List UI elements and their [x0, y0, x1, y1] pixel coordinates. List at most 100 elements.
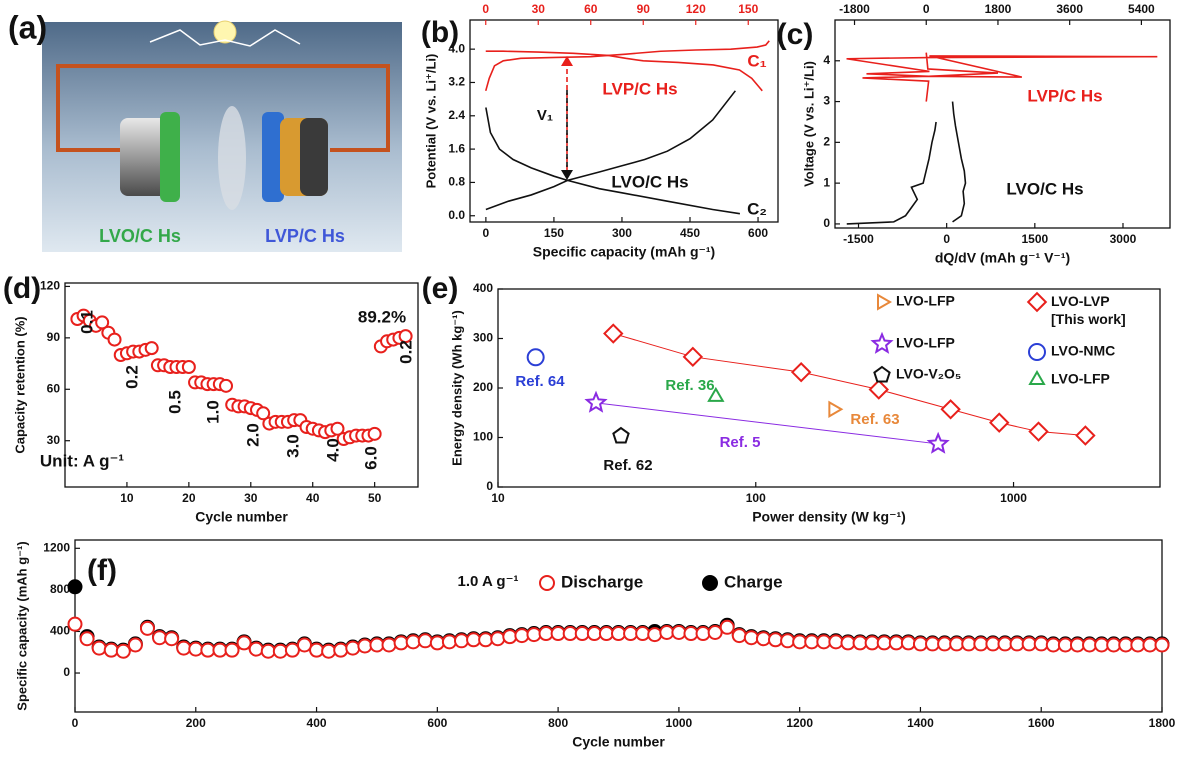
marker — [986, 637, 999, 650]
marker — [866, 636, 879, 649]
marker — [153, 631, 166, 644]
x-tick-label: 20 — [182, 491, 196, 505]
lvp-cap — [300, 118, 328, 196]
annotation: 1.0 A g⁻¹ — [458, 573, 519, 590]
x-tick-label: 30 — [244, 491, 258, 505]
x-tick-label: 1500 — [1021, 232, 1048, 246]
y-tick-label: 90 — [47, 330, 61, 344]
panel-label: (c) — [777, 18, 814, 51]
annotation: 3.0 — [283, 434, 302, 458]
marker — [165, 632, 178, 645]
x2-tick-label: 0 — [482, 2, 489, 16]
marker — [183, 361, 195, 373]
electrode-label: LVP/C Hs — [265, 226, 345, 246]
marker — [262, 645, 275, 658]
legend-label: Charge — [724, 572, 783, 591]
marker — [703, 576, 717, 590]
marker — [141, 622, 154, 635]
marker — [636, 627, 649, 640]
marker — [455, 634, 468, 647]
y-tick-label: 30 — [47, 433, 61, 447]
panel-label: (e) — [422, 272, 459, 305]
marker — [298, 638, 311, 651]
x-tick-label: 10 — [491, 491, 505, 505]
marker — [613, 428, 628, 442]
annotation: LVP/C Hs — [1027, 86, 1102, 105]
y-tick-label: 120 — [40, 279, 60, 293]
marker — [540, 627, 553, 640]
x-tick-label: 600 — [748, 226, 768, 240]
marker — [467, 633, 480, 646]
marker — [383, 638, 396, 651]
marker — [1030, 423, 1048, 441]
marker — [1083, 638, 1096, 651]
y-tick-label: 60 — [47, 381, 61, 395]
x-tick-label: 450 — [680, 226, 700, 240]
x-tick-label: 1200 — [786, 716, 813, 730]
marker — [109, 334, 121, 346]
marker — [105, 644, 118, 657]
marker — [1011, 637, 1024, 650]
marker — [829, 635, 842, 648]
marker — [874, 367, 889, 381]
marker — [189, 643, 202, 656]
marker — [407, 635, 420, 648]
annotation: 4.0 — [323, 438, 342, 462]
y-tick-label: 2.4 — [448, 108, 465, 122]
marker — [990, 414, 1008, 432]
x-axis-title: Power density (W kg⁻¹) — [752, 509, 906, 525]
marker — [829, 402, 841, 416]
annotation: 0.2 — [396, 340, 415, 364]
marker — [929, 434, 947, 451]
marker — [612, 627, 625, 640]
x-tick-label: 40 — [306, 491, 320, 505]
marker — [684, 348, 702, 366]
marker — [286, 644, 299, 657]
annotation: LVO/C Hs — [611, 172, 688, 191]
y-tick-label: 300 — [473, 331, 493, 345]
legend-label: LVO-NMC — [1051, 343, 1115, 359]
marker — [238, 636, 251, 649]
x-tick-label: -1500 — [843, 232, 874, 246]
y-axis-title: Voltage (V vs. Li⁺/Li) — [801, 61, 816, 187]
marker — [358, 640, 371, 653]
marker — [1028, 293, 1046, 311]
marker — [660, 626, 673, 639]
marker — [950, 637, 963, 650]
marker — [1059, 638, 1072, 651]
y-tick-label: 3 — [823, 94, 830, 108]
illustration: (a) LVO/C Hs LVP/C Hs — [8, 9, 402, 252]
marker — [93, 642, 106, 655]
marker — [1071, 638, 1084, 651]
marker — [974, 637, 987, 650]
y-axis-title: Potential (V vs. Li⁺/Li) — [423, 54, 438, 189]
marker — [870, 381, 888, 399]
x-tick-label: 0 — [483, 226, 490, 240]
marker — [250, 643, 263, 656]
x-tick-label: 200 — [186, 716, 206, 730]
marker — [942, 400, 960, 418]
marker — [81, 632, 94, 645]
marker — [220, 380, 232, 392]
x-tick-label: 400 — [307, 716, 327, 730]
marker — [781, 634, 794, 647]
marker — [369, 428, 381, 440]
marker — [624, 627, 637, 640]
marker — [684, 627, 697, 640]
marker — [604, 325, 622, 343]
marker — [552, 627, 565, 640]
x2-tick-label: 90 — [637, 2, 651, 16]
marker — [515, 629, 528, 642]
y-tick-label: 1 — [823, 175, 830, 189]
annotation: 2.0 — [243, 423, 262, 447]
annotation: C₂ — [747, 199, 767, 218]
y-tick-label: 0.0 — [448, 208, 465, 222]
marker — [1143, 638, 1156, 651]
legend-label: LVO-LFP — [896, 335, 955, 351]
marker — [443, 635, 456, 648]
panel-label: (a) — [8, 9, 47, 45]
x2-tick-label: 3600 — [1056, 2, 1083, 16]
marker — [117, 645, 130, 658]
annotation: C₁ — [747, 51, 766, 70]
data-line — [847, 53, 1158, 102]
